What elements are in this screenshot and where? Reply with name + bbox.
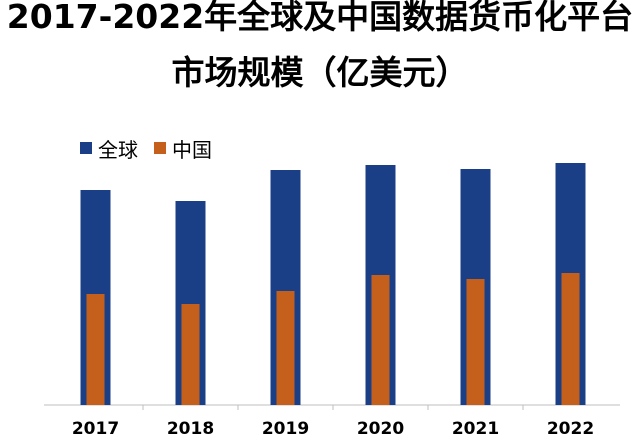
legend-swatch-global xyxy=(80,142,92,154)
bar-china-2021 xyxy=(466,279,485,405)
legend-label-china: 中国 xyxy=(172,137,212,162)
legend-swatch-china xyxy=(154,142,166,154)
legend-item-global: 全球 xyxy=(80,134,138,163)
bar-china-2019 xyxy=(276,291,295,405)
x-tick-label-2019: 2019 xyxy=(262,419,309,436)
x-tick-label-2017: 2017 xyxy=(72,419,119,436)
chart-title-line-2: 市场规模（亿美元） xyxy=(171,53,469,92)
x-tick-label-2022: 2022 xyxy=(547,419,594,436)
x-tick-label-2021: 2021 xyxy=(452,419,499,436)
legend-item-china: 中国 xyxy=(154,134,212,163)
bar-china-2017 xyxy=(86,294,105,405)
x-tick-label-2018: 2018 xyxy=(167,419,214,436)
bar-china-2018 xyxy=(181,304,200,405)
bar-china-2022 xyxy=(561,273,580,405)
x-tick-label-2020: 2020 xyxy=(357,419,404,436)
legend: 全球 中国 xyxy=(80,134,228,163)
bar-china-2020 xyxy=(371,275,390,405)
chart-title-line-1: 2017-2022年全球及中国数据货币化平台 xyxy=(6,0,634,36)
legend-label-global: 全球 xyxy=(98,137,138,162)
